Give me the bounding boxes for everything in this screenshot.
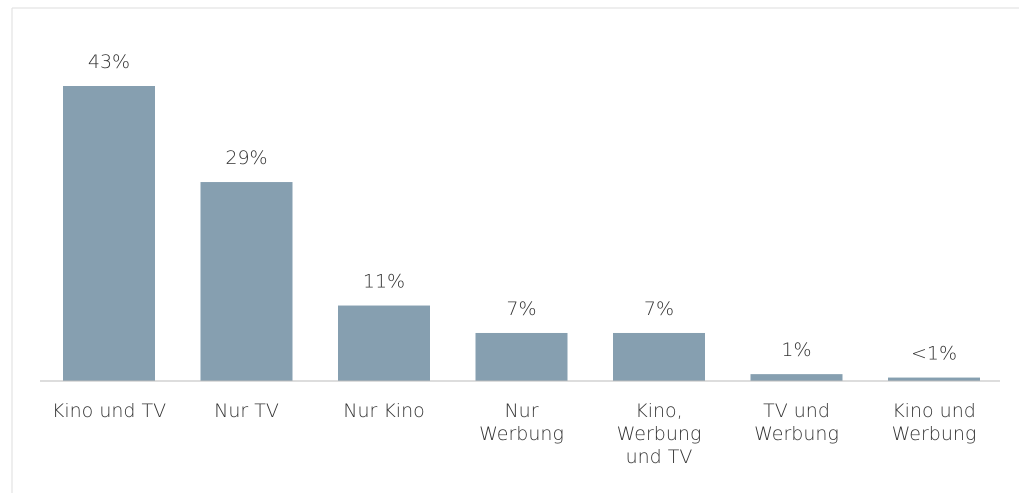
x-tick-label: Kino und Werbung xyxy=(891,400,977,445)
x-tick-label: Nur Kino xyxy=(343,400,425,422)
value-label: 7% xyxy=(506,298,536,320)
bar xyxy=(613,332,705,381)
value-label: 7% xyxy=(644,298,674,320)
bar xyxy=(338,305,430,381)
x-tick-label: Nur TV xyxy=(214,400,279,422)
x-tick-label: TV und Werbung xyxy=(754,400,839,445)
x-tick-label: Kino, Werbung und TV xyxy=(616,400,702,468)
bar xyxy=(750,374,843,381)
value-label: 29% xyxy=(225,147,267,169)
value-label: 11% xyxy=(363,271,405,293)
value-label: <1% xyxy=(911,343,957,365)
bar xyxy=(475,332,568,381)
bar xyxy=(63,86,155,381)
value-label: 1% xyxy=(781,339,811,361)
bar xyxy=(200,182,293,381)
value-label: 43% xyxy=(88,51,130,73)
x-tick-label: Nur Werbung xyxy=(479,400,564,445)
bar xyxy=(888,377,980,381)
x-tick-label: Kino und TV xyxy=(51,400,167,422)
